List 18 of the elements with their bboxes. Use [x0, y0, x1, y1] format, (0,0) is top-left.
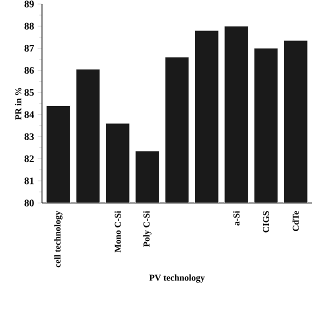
y-tick-label: 80	[24, 200, 34, 206]
x-tick-label: a-Si	[233, 210, 240, 226]
y-tick-label: 87	[24, 44, 34, 52]
y-tick-label: 88	[24, 22, 34, 30]
y-tick-label: 89	[24, 0, 34, 8]
x-tick-label: Mono C-Si	[114, 210, 121, 252]
y-tick-label: 82	[24, 155, 34, 162]
x-axis-title: PV technology	[149, 274, 205, 283]
x-tick-label: CIGS	[262, 211, 270, 232]
y-tick-label: 84	[24, 111, 34, 118]
y-axis-title: PR in %	[14, 88, 22, 120]
x-tick-label: cell technology	[54, 210, 62, 268]
x-tick-label: CdTe	[292, 211, 299, 232]
y-tick-label: 81	[24, 178, 34, 184]
x-tick-label: Poly C-Si	[143, 210, 152, 247]
y-tick-label: 86	[24, 66, 34, 74]
y-tick-label: 83	[24, 133, 34, 140]
y-tick-label: 85	[24, 89, 34, 96]
